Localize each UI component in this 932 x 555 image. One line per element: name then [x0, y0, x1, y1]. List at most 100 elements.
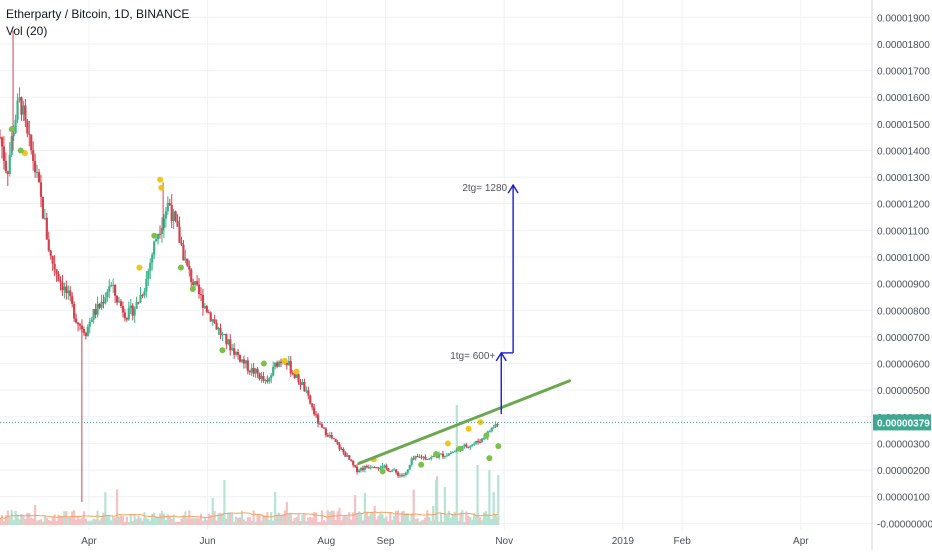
time-tick-label: 2019	[612, 536, 635, 547]
candle-body	[352, 460, 355, 466]
candle-body	[69, 290, 72, 297]
volume-bar	[125, 516, 128, 525]
candle-body	[39, 182, 43, 197]
candle-body	[305, 390, 308, 392]
candle-body	[82, 329, 86, 333]
candle-body	[145, 278, 148, 292]
price-tick-label: 0.00001300	[877, 173, 930, 184]
volume-bar	[86, 521, 89, 525]
volume-bar	[387, 521, 390, 525]
candle-body	[49, 250, 52, 256]
candle-body	[488, 431, 491, 433]
volume-bar	[227, 512, 230, 525]
candle-body	[125, 317, 128, 320]
volume-bar	[307, 517, 310, 525]
candle-body	[108, 286, 111, 292]
volume-bar	[59, 515, 62, 525]
candle-body	[164, 211, 167, 219]
candle-body	[147, 270, 150, 279]
volume-bar	[350, 519, 353, 525]
candle-body	[88, 322, 91, 327]
chart-header: Etherparty / Bitcoin, 1D, BINANCE Vol (2…	[6, 6, 189, 40]
time-axis[interactable]: Apr Jun Aug Sep Nov 2019 Feb Apr	[81, 536, 809, 547]
volume-bar	[262, 515, 265, 525]
volume-bar	[108, 515, 111, 525]
volume-bar	[80, 517, 84, 525]
volume-bar	[340, 520, 343, 525]
volume-bar	[400, 511, 404, 525]
volume-bar	[170, 519, 173, 525]
candle-body	[106, 291, 109, 298]
volume-bar	[281, 514, 285, 525]
volume-bar	[51, 516, 54, 525]
volume-bar	[242, 519, 246, 525]
candle-body	[307, 390, 310, 396]
volume-bar	[492, 492, 495, 525]
volume-bar	[69, 517, 72, 525]
volume-bar	[76, 515, 80, 525]
volume-bar	[28, 513, 31, 525]
volume-bar	[153, 512, 156, 525]
candle-body	[172, 211, 175, 222]
candle-body	[235, 352, 238, 355]
price-axis[interactable]: 0.00001900 0.00001800 0.00001700 0.00001600…	[871, 0, 932, 550]
volume-bar	[381, 514, 384, 525]
volume-bar	[441, 521, 445, 525]
volume-bar	[318, 521, 322, 525]
candle-body	[410, 458, 413, 465]
candle-body	[16, 100, 19, 120]
volume-bar	[254, 521, 257, 525]
candle-body	[355, 466, 359, 473]
volume-bar	[22, 516, 25, 525]
volume-bar	[354, 495, 357, 525]
candle-body	[328, 434, 331, 437]
volume-bar	[244, 521, 247, 525]
signal-dot	[281, 357, 288, 364]
candle-body	[156, 233, 160, 240]
volume-bar	[475, 516, 478, 525]
candle-body	[195, 281, 199, 285]
candle-body	[363, 465, 366, 470]
price-tick-label: 0.00000200	[877, 466, 930, 477]
volume-bar	[53, 514, 56, 525]
volume-bar	[248, 517, 251, 525]
volume-bar	[98, 520, 101, 525]
volume-bar	[166, 514, 169, 525]
signal-dot	[157, 176, 164, 183]
volume-bar	[215, 520, 218, 525]
candle-body	[131, 305, 134, 316]
candle-body	[275, 362, 279, 367]
candle-body	[127, 308, 130, 320]
price-tick-label: 0.00001900	[877, 13, 930, 24]
candle-body	[471, 444, 474, 446]
volume-bar	[301, 514, 304, 525]
volume-bar	[342, 516, 345, 525]
candle-body	[112, 284, 115, 286]
volume-indicator-label[interactable]: Vol (20)	[6, 24, 48, 38]
volume-bar	[30, 517, 33, 525]
volume-bar	[395, 510, 398, 525]
candle-body	[117, 301, 121, 303]
volume-bar	[14, 510, 17, 525]
volume-bar	[26, 512, 29, 525]
candle-body	[28, 133, 31, 135]
symbol-title[interactable]: Etherparty / Bitcoin, 1D, BINANCE	[6, 7, 190, 21]
target-label: 2tg= 1280	[462, 183, 507, 194]
volume-bar	[414, 518, 417, 525]
candle-body	[346, 455, 349, 457]
target-label: 1tg= 600+	[450, 351, 495, 362]
volume-bar	[168, 515, 171, 525]
volume-bar	[184, 511, 187, 525]
candle-body	[371, 467, 374, 469]
candle-body	[437, 454, 441, 458]
volume-bar	[133, 514, 136, 525]
volume-bar	[233, 521, 236, 525]
volume-bar	[246, 516, 249, 525]
candle-body	[340, 448, 343, 450]
volume-bar	[447, 510, 450, 525]
candle-body	[375, 467, 378, 469]
volume-bar	[195, 517, 199, 525]
volume-bar	[291, 520, 294, 525]
